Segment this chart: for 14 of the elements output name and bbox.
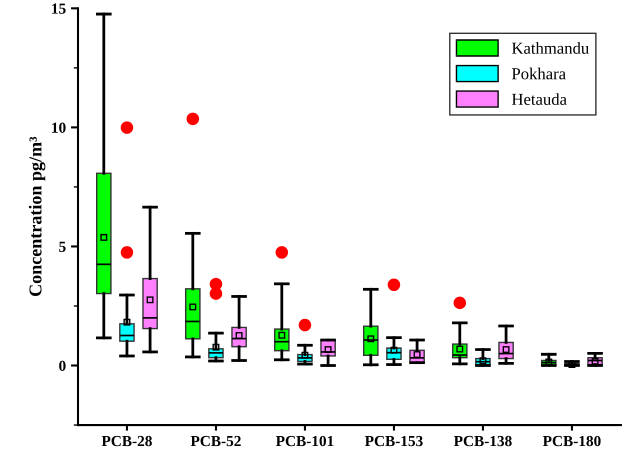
legend-label: Hetauda xyxy=(512,93,567,105)
y-tick-label: 5 xyxy=(59,242,66,252)
y-tick-label: 0 xyxy=(59,360,66,371)
y-axis-title: Concentration pg/m³ xyxy=(28,136,46,296)
x-tick-label: PCB-28 xyxy=(102,436,152,446)
x-tick-label: PCB-153 xyxy=(364,436,423,446)
x-tick-label: PCB-52 xyxy=(190,436,241,446)
y-tick-label: 15 xyxy=(52,4,66,14)
legend-label: Pokhara xyxy=(512,68,566,80)
x-tick-label: PCB-101 xyxy=(276,436,334,446)
legend-label: Kathmandu xyxy=(512,42,589,54)
x-tick-label: PCB-138 xyxy=(454,436,512,446)
x-tick-label: PCB-180 xyxy=(542,436,601,446)
y-tick-label: 10 xyxy=(52,122,66,133)
